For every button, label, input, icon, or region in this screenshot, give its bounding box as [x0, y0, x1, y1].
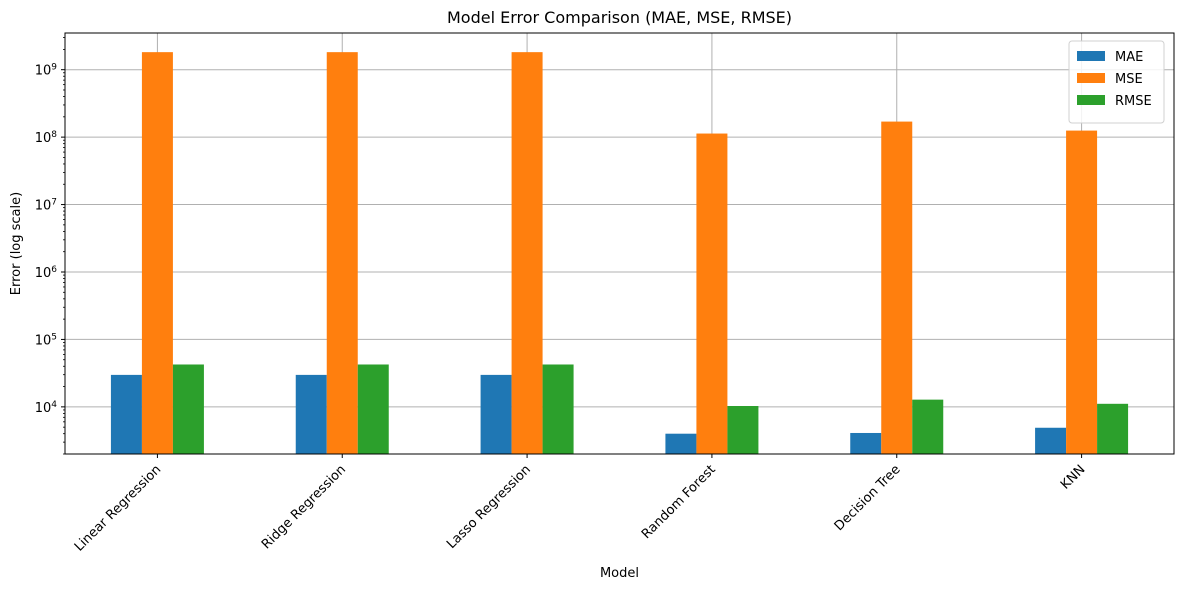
legend-swatch-rmse: [1077, 95, 1105, 105]
bar-rmse: [357, 364, 389, 454]
y-tick-label: 106: [35, 265, 58, 281]
y-tick-label: 104: [35, 400, 58, 416]
bar-mse: [881, 121, 913, 455]
x-tick-label: Random Forest: [639, 462, 719, 542]
x-tick-label: Linear Regression: [72, 462, 164, 554]
bar-mae: [480, 374, 512, 454]
bar-rmse: [727, 405, 759, 454]
bar-mse: [326, 52, 358, 455]
y-tick-label: 108: [35, 130, 58, 146]
grid-layer: [65, 33, 1174, 454]
x-axis-label: Model: [600, 566, 639, 581]
bar-rmse: [1097, 403, 1129, 454]
bar-mae: [665, 433, 697, 454]
legend-swatch-mae: [1077, 51, 1105, 61]
x-tick-label: Lasso Regression: [444, 462, 534, 552]
x-tick-label: Decision Tree: [832, 462, 904, 534]
bars-layer: [110, 52, 1129, 455]
chart-title: Model Error Comparison (MAE, MSE, RMSE): [447, 8, 792, 27]
ticks-layer: 104 105 106 107 108 109 Linear Regression Ridge…: [35, 37, 1088, 555]
bar-mse: [696, 133, 728, 455]
bar-rmse: [542, 364, 574, 454]
bar-rmse: [172, 364, 204, 454]
x-tick-label: Ridge Regression: [259, 462, 349, 552]
legend-label-mse: MSE: [1115, 72, 1143, 87]
bar-mse: [511, 52, 543, 455]
y-axis-label: Error (log scale): [9, 192, 24, 295]
bar-mse: [1066, 130, 1098, 454]
legend: MAE MSE RMSE: [1068, 40, 1165, 124]
y-tick-label: 109: [35, 63, 58, 79]
legend-label-rmse: RMSE: [1115, 94, 1152, 109]
bar-mae: [295, 374, 327, 454]
y-tick-label: 107: [35, 198, 57, 214]
bar-mae: [110, 374, 142, 454]
legend-swatch-mse: [1077, 73, 1105, 83]
bar-rmse: [912, 399, 944, 454]
x-tick-label: KNN: [1058, 462, 1088, 492]
bar-mse: [141, 52, 173, 455]
plot-frame: [64, 32, 1175, 455]
y-tick-label: 105: [35, 332, 57, 348]
bar-mae: [1035, 427, 1067, 454]
legend-label-mae: MAE: [1115, 50, 1143, 65]
bar-mae: [850, 432, 882, 454]
